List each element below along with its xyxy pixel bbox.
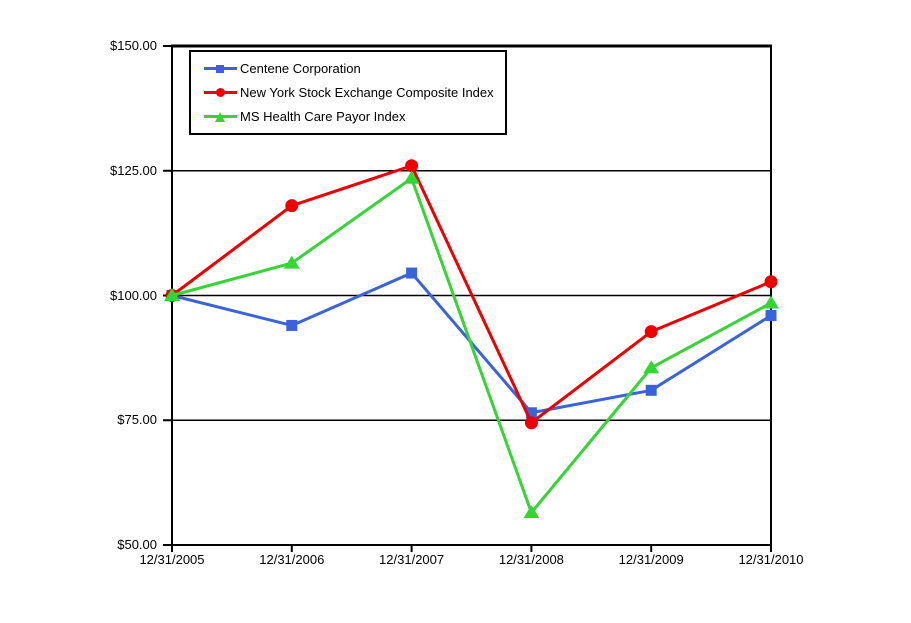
data-point-marker bbox=[164, 288, 180, 301]
y-axis-tick-label: $150.00 bbox=[110, 38, 157, 53]
data-point-marker bbox=[644, 325, 658, 339]
data-point-marker bbox=[764, 275, 778, 289]
legend-item: MS Health Care Payor Index bbox=[204, 109, 505, 124]
data-point-marker bbox=[645, 384, 657, 396]
y-axis-tick-label: $50.00 bbox=[117, 537, 157, 552]
data-point-marker bbox=[283, 255, 300, 269]
y-axis-tick-label: $125.00 bbox=[110, 162, 157, 178]
legend-label: MS Health Care Payor Index bbox=[240, 109, 406, 124]
circle-marker-icon bbox=[215, 88, 225, 97]
data-point-marker bbox=[525, 407, 537, 419]
legend-swatch bbox=[204, 62, 237, 75]
data-point-marker bbox=[286, 319, 298, 331]
data-point-marker bbox=[523, 505, 540, 519]
x-axis-tick-label: 12/31/2009 bbox=[618, 552, 684, 567]
data-point-marker bbox=[285, 199, 299, 213]
x-axis-tick-label: 12/31/2007 bbox=[379, 552, 445, 567]
legend-label: Centene Corporation bbox=[240, 61, 361, 76]
data-point-marker bbox=[765, 309, 777, 321]
legend-swatch bbox=[204, 86, 237, 99]
data-point-marker bbox=[643, 360, 660, 374]
x-axis-tick-label: 12/31/2010 bbox=[738, 552, 804, 567]
data-point-marker bbox=[406, 267, 418, 279]
square-marker-icon bbox=[216, 64, 224, 73]
y-axis-tick-label: $75.00 bbox=[117, 412, 157, 428]
y-axis-tick-label: $100.00 bbox=[110, 287, 157, 303]
x-axis-tick-label: 12/31/2008 bbox=[498, 552, 564, 567]
data-point-marker bbox=[763, 295, 779, 309]
triangle-marker-icon bbox=[215, 111, 225, 122]
legend-item: Centene Corporation bbox=[204, 61, 505, 76]
x-axis-tick-label: 12/31/2005 bbox=[139, 552, 205, 567]
legend-label: New York Stock Exchange Composite Index bbox=[240, 85, 494, 100]
legend-swatch bbox=[204, 110, 237, 123]
data-point-marker bbox=[403, 170, 420, 184]
x-axis-tick-label: 12/31/2006 bbox=[259, 552, 325, 567]
data-point-marker bbox=[405, 159, 419, 173]
series-line bbox=[170, 176, 773, 515]
data-point-marker bbox=[524, 416, 538, 430]
series-line bbox=[170, 164, 773, 425]
legend-item: New York Stock Exchange Composite Index bbox=[204, 85, 505, 100]
chart-legend: Centene Corporation New York Stock Excha… bbox=[189, 50, 507, 135]
